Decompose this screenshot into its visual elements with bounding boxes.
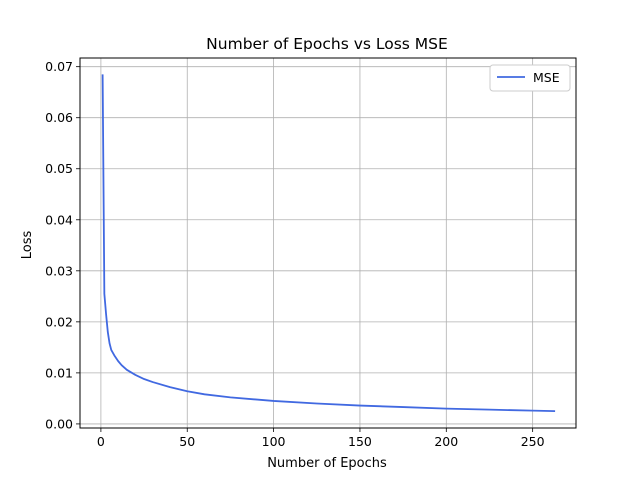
chart-title: Number of Epochs vs Loss MSE xyxy=(206,35,448,53)
grid xyxy=(80,58,576,428)
legend-box xyxy=(489,64,571,92)
series-line-mse xyxy=(101,74,556,413)
y-tick-label: 0.05 xyxy=(45,161,73,176)
y-tick-label: 0.03 xyxy=(45,263,73,278)
x-tick-label: 150 xyxy=(348,434,372,449)
x-tick-label: 100 xyxy=(262,434,286,449)
y-tick-label: 0.01 xyxy=(45,365,73,380)
legend-label-mse: MSE xyxy=(533,70,560,85)
x-tick-label: 250 xyxy=(521,434,545,449)
y-tick-label: 0.04 xyxy=(45,212,73,227)
x-tick-label: 50 xyxy=(179,434,195,449)
y-tick-label: 0.06 xyxy=(45,110,73,125)
y-tick-label: 0.00 xyxy=(45,416,73,431)
plot-area-frame xyxy=(79,57,577,429)
x-tick-label: 200 xyxy=(434,434,458,449)
y-tick-label: 0.02 xyxy=(45,314,73,329)
x-tick-label: 0 xyxy=(97,434,105,449)
series-layer xyxy=(101,74,556,413)
x-axis-label: Number of Epochs xyxy=(267,456,387,471)
y-axis-label: Loss xyxy=(20,231,35,260)
legend: MSE xyxy=(489,64,571,92)
ticks: 0 50 100 150 200 250 0.00 0.01 0.02 0.03 0.04 0.05 0… xyxy=(45,59,544,449)
y-tick-label: 0.07 xyxy=(45,59,73,74)
